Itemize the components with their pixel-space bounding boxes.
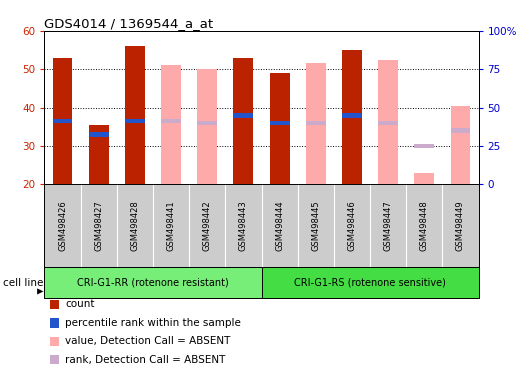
Bar: [89, 132, 109, 137]
Bar: [342, 50, 362, 184]
Text: cell line: cell line: [3, 278, 43, 288]
Text: GSM498427: GSM498427: [94, 200, 103, 251]
Bar: [450, 128, 470, 133]
Text: GSM498447: GSM498447: [383, 200, 393, 251]
Text: GSM498446: GSM498446: [347, 200, 357, 251]
Bar: [197, 121, 217, 125]
Text: percentile rank within the sample: percentile rank within the sample: [65, 318, 241, 328]
Bar: [378, 121, 398, 125]
Bar: [161, 119, 181, 123]
Bar: [233, 113, 253, 118]
Text: count: count: [65, 300, 95, 310]
Bar: [53, 58, 73, 184]
Bar: [414, 173, 434, 184]
Text: value, Detection Call = ABSENT: value, Detection Call = ABSENT: [65, 336, 231, 346]
Text: GSM498449: GSM498449: [456, 200, 465, 251]
Text: CRI-G1-RS (rotenone sensitive): CRI-G1-RS (rotenone sensitive): [294, 277, 446, 287]
Bar: [270, 73, 290, 184]
Bar: [53, 119, 73, 123]
Text: GSM498426: GSM498426: [58, 200, 67, 251]
Bar: [89, 125, 109, 184]
Bar: [233, 58, 253, 184]
Text: GSM498441: GSM498441: [166, 200, 176, 251]
Polygon shape: [37, 288, 43, 295]
Bar: [342, 113, 362, 118]
Text: GDS4014 / 1369544_a_at: GDS4014 / 1369544_a_at: [44, 17, 213, 30]
Bar: [44, 267, 262, 298]
Text: GSM498442: GSM498442: [203, 200, 212, 251]
Text: GSM498428: GSM498428: [130, 200, 140, 251]
Bar: [161, 65, 181, 184]
Text: GSM498448: GSM498448: [420, 200, 429, 251]
Bar: [378, 60, 398, 184]
Bar: [306, 121, 326, 125]
Bar: [414, 144, 434, 148]
Bar: [197, 69, 217, 184]
Bar: [125, 46, 145, 184]
Text: rank, Detection Call = ABSENT: rank, Detection Call = ABSENT: [65, 355, 226, 365]
Bar: [306, 63, 326, 184]
Bar: [125, 119, 145, 123]
Text: GSM498444: GSM498444: [275, 200, 284, 251]
Text: CRI-G1-RR (rotenone resistant): CRI-G1-RR (rotenone resistant): [77, 277, 229, 287]
Bar: [450, 106, 470, 184]
Text: GSM498445: GSM498445: [311, 200, 320, 251]
Text: GSM498443: GSM498443: [239, 200, 248, 251]
Bar: [262, 267, 479, 298]
Bar: [270, 121, 290, 125]
